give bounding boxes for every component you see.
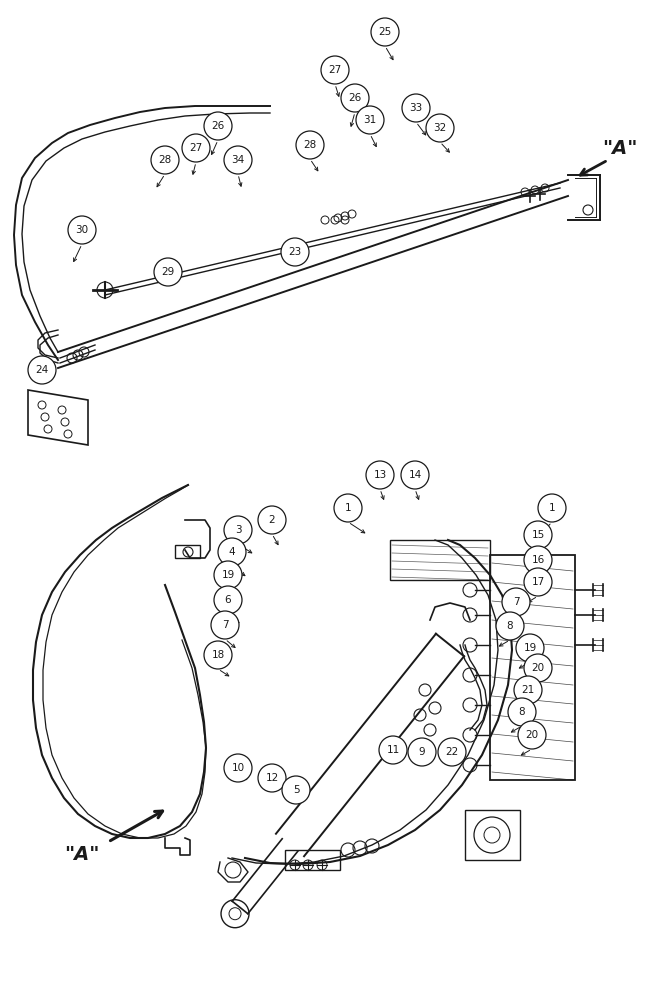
- Text: 1: 1: [548, 503, 555, 513]
- Circle shape: [224, 146, 252, 174]
- Circle shape: [438, 738, 466, 766]
- Text: 7: 7: [513, 597, 519, 607]
- Circle shape: [211, 611, 239, 639]
- Text: 18: 18: [212, 650, 224, 660]
- Circle shape: [296, 131, 324, 159]
- Text: 8: 8: [519, 707, 526, 717]
- Text: 9: 9: [419, 747, 425, 757]
- Text: 27: 27: [329, 65, 341, 75]
- Text: 34: 34: [231, 155, 245, 165]
- Text: 26: 26: [348, 93, 362, 103]
- Circle shape: [496, 612, 524, 640]
- Circle shape: [408, 738, 436, 766]
- Text: 10: 10: [231, 763, 245, 773]
- Text: 19: 19: [221, 570, 235, 580]
- Circle shape: [151, 146, 179, 174]
- Text: 29: 29: [161, 267, 175, 277]
- Circle shape: [514, 676, 542, 704]
- Circle shape: [366, 461, 394, 489]
- Text: 24: 24: [36, 365, 48, 375]
- Text: 1: 1: [345, 503, 351, 513]
- Text: 2: 2: [269, 515, 276, 525]
- Circle shape: [516, 634, 544, 662]
- Text: 28: 28: [303, 140, 317, 150]
- Circle shape: [518, 721, 546, 749]
- Circle shape: [341, 84, 369, 112]
- Circle shape: [524, 568, 552, 596]
- Circle shape: [426, 114, 454, 142]
- Circle shape: [204, 112, 232, 140]
- Circle shape: [371, 18, 399, 46]
- Circle shape: [224, 754, 252, 782]
- Text: 14: 14: [409, 470, 421, 480]
- Text: 20: 20: [526, 730, 538, 740]
- Circle shape: [214, 561, 242, 589]
- Circle shape: [154, 258, 182, 286]
- Circle shape: [524, 521, 552, 549]
- Circle shape: [524, 546, 552, 574]
- Circle shape: [282, 776, 310, 804]
- Text: 13: 13: [374, 470, 386, 480]
- Circle shape: [379, 736, 407, 764]
- Circle shape: [204, 641, 232, 669]
- Text: 28: 28: [159, 155, 171, 165]
- Text: 27: 27: [190, 143, 203, 153]
- Text: 7: 7: [222, 620, 228, 630]
- Circle shape: [68, 216, 96, 244]
- Text: 16: 16: [532, 555, 544, 565]
- Text: 30: 30: [75, 225, 89, 235]
- Text: 11: 11: [386, 745, 400, 755]
- Circle shape: [258, 764, 286, 792]
- Text: 31: 31: [364, 115, 376, 125]
- Text: 5: 5: [293, 785, 299, 795]
- Text: 32: 32: [433, 123, 447, 133]
- Text: "A": "A": [65, 846, 99, 864]
- Circle shape: [258, 506, 286, 534]
- Circle shape: [356, 106, 384, 134]
- Text: 19: 19: [523, 643, 537, 653]
- Text: 15: 15: [532, 530, 544, 540]
- Text: 21: 21: [521, 685, 535, 695]
- Text: 26: 26: [212, 121, 224, 131]
- Text: 23: 23: [288, 247, 302, 257]
- Circle shape: [401, 461, 429, 489]
- Circle shape: [334, 494, 362, 522]
- Text: 17: 17: [532, 577, 544, 587]
- Circle shape: [218, 538, 246, 566]
- Circle shape: [508, 698, 536, 726]
- Circle shape: [321, 56, 349, 84]
- Text: 3: 3: [235, 525, 241, 535]
- Circle shape: [224, 516, 252, 544]
- Circle shape: [182, 134, 210, 162]
- Circle shape: [281, 238, 309, 266]
- Circle shape: [538, 494, 566, 522]
- Text: 22: 22: [446, 747, 458, 757]
- Text: 8: 8: [507, 621, 513, 631]
- Text: 12: 12: [265, 773, 279, 783]
- Text: 4: 4: [228, 547, 235, 557]
- Circle shape: [524, 654, 552, 682]
- Circle shape: [28, 356, 56, 384]
- Circle shape: [402, 94, 430, 122]
- Text: 25: 25: [378, 27, 392, 37]
- Text: 33: 33: [409, 103, 423, 113]
- Text: 6: 6: [224, 595, 231, 605]
- Text: 20: 20: [532, 663, 544, 673]
- Circle shape: [214, 586, 242, 614]
- Circle shape: [502, 588, 530, 616]
- Text: "A": "A": [602, 138, 638, 157]
